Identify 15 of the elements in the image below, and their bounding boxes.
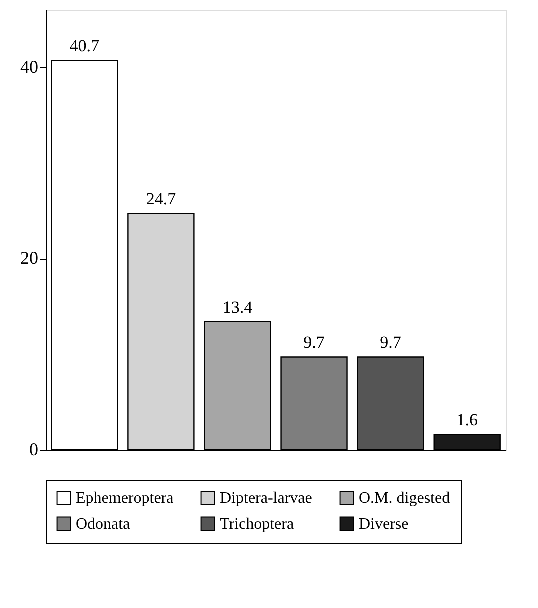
legend-label: Ephemeroptera (76, 490, 174, 508)
legend-label: O.M. digested (359, 490, 450, 508)
y-tick-label: 0 (30, 440, 38, 460)
data-label: 40.7 (70, 36, 100, 56)
y-tick-label: 40 (20, 56, 38, 77)
data-label: 9.7 (304, 333, 326, 352)
data-label: 9.7 (380, 333, 402, 352)
legend-label: Diverse (359, 516, 409, 533)
data-label: 24.7 (146, 190, 177, 209)
data-label: 13.4 (222, 298, 254, 317)
legend-label: Trichoptera (220, 516, 294, 533)
legend-label: Diptera-larvae (220, 490, 312, 508)
data-label: 1.6 (456, 410, 478, 430)
y-tick-label: 20 (20, 248, 38, 268)
legend-label: Odonata (76, 516, 130, 533)
